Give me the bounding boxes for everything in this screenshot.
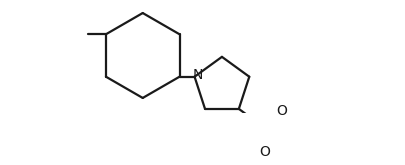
Text: N: N	[192, 68, 203, 82]
Text: O: O	[258, 145, 269, 159]
Text: O: O	[276, 104, 287, 118]
